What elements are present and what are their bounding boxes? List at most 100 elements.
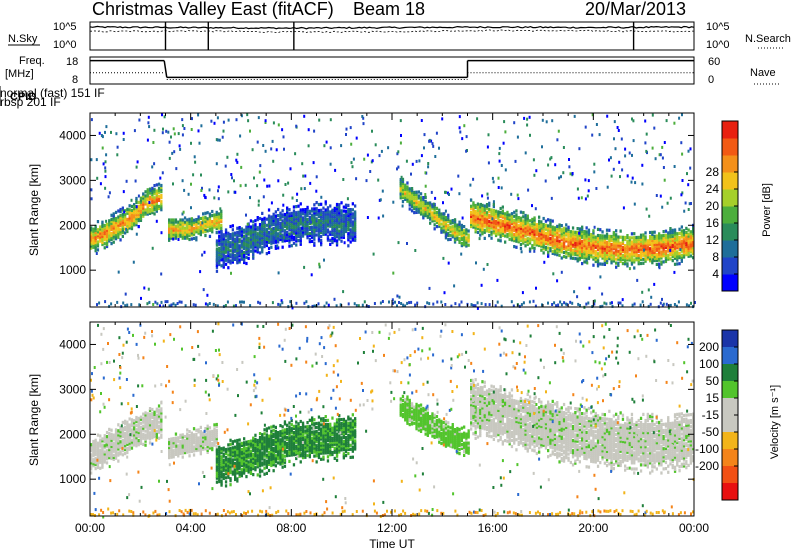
velocity-cell — [238, 450, 241, 454]
velocity-cell — [110, 442, 113, 446]
power-cell — [497, 176, 500, 180]
power-cell — [603, 248, 606, 252]
power-cell — [410, 203, 414, 207]
nave-right-tick-bottom: 0 — [708, 74, 714, 86]
velocity-cell — [110, 432, 113, 436]
power-cell — [618, 160, 621, 164]
power-cell — [518, 304, 521, 308]
power-cell — [610, 174, 613, 178]
power-cell — [344, 203, 348, 207]
power-cell — [274, 220, 277, 224]
power-cell — [160, 190, 163, 194]
power-cell — [231, 224, 234, 228]
power-cell — [347, 215, 350, 220]
colorbar-tick-label: 16 — [706, 216, 720, 230]
power-cell — [601, 256, 604, 260]
power-cell — [524, 232, 527, 236]
power-cell — [243, 230, 246, 234]
power-cell — [676, 244, 679, 248]
power-cell — [481, 205, 484, 209]
power-cell — [315, 229, 318, 233]
velocity-cell — [179, 441, 182, 445]
power-cell — [515, 215, 518, 219]
power-cell — [451, 231, 454, 235]
power-cell — [689, 250, 692, 254]
power-cell — [610, 255, 613, 259]
power-cell — [451, 227, 454, 231]
power-cell — [634, 181, 637, 185]
power-cell — [463, 231, 466, 235]
power-cell — [454, 302, 457, 306]
power-cell — [338, 235, 341, 239]
power-cell — [583, 236, 586, 240]
power-cell — [630, 248, 634, 252]
power-cell — [633, 246, 636, 250]
power-cell — [673, 252, 677, 256]
velocity-cell — [222, 462, 225, 466]
power-cell — [313, 203, 316, 207]
power-cell — [678, 237, 681, 241]
power-cell — [449, 233, 452, 237]
power-cell — [194, 160, 197, 164]
power-cell — [313, 231, 316, 235]
velocity-cell — [94, 438, 97, 442]
power-cell — [90, 228, 93, 232]
power-cell — [215, 239, 219, 243]
velocity-cell — [234, 451, 237, 455]
power-cell — [297, 216, 300, 220]
velocity-cell — [137, 420, 140, 424]
velocity-cell — [144, 411, 147, 415]
power-cell — [186, 224, 189, 228]
power-cell — [671, 259, 674, 263]
power-cell — [344, 211, 348, 215]
velocity-cell — [215, 422, 218, 427]
power-cell — [410, 300, 413, 304]
power-cell — [420, 154, 423, 158]
velocity-cell — [195, 440, 198, 444]
power-cell — [476, 210, 480, 214]
power-cell — [295, 215, 298, 219]
velocity-cell — [215, 470, 219, 474]
power-cell — [220, 252, 223, 256]
power-cell — [222, 259, 225, 263]
power-cell — [256, 236, 259, 240]
power-cell — [533, 216, 536, 220]
power-cell — [283, 221, 287, 225]
velocity-cell — [258, 450, 262, 454]
freq-label-line1: Freq. — [19, 55, 45, 67]
power-cell — [257, 199, 260, 203]
power-cell — [206, 303, 209, 307]
power-cell — [678, 239, 681, 244]
power-cell — [227, 239, 230, 243]
power-cell — [644, 243, 647, 247]
power-cell — [463, 243, 466, 247]
power-cell — [601, 234, 604, 238]
power-cell — [99, 227, 102, 231]
power-cell — [351, 222, 354, 226]
velocity-cell — [227, 467, 230, 471]
power-cell — [551, 237, 554, 241]
power-cell — [621, 253, 625, 258]
velocity-cell — [144, 435, 147, 439]
power-cell — [567, 252, 570, 256]
velocity-cell — [256, 453, 259, 457]
power-cell — [651, 247, 654, 251]
power-cell — [215, 243, 219, 247]
velocity-cell — [218, 478, 221, 482]
velocity-cell — [139, 429, 143, 433]
power-cell — [667, 306, 670, 310]
power-cell — [192, 228, 196, 232]
velocity-cell — [181, 455, 184, 459]
power-cell — [277, 123, 280, 127]
power-cell — [646, 239, 649, 243]
power-cell — [340, 225, 343, 229]
power-cell — [581, 225, 584, 229]
velocity-cell — [256, 473, 259, 477]
power-cell — [404, 195, 407, 199]
power-cell — [243, 254, 246, 258]
velocity-cell — [124, 448, 127, 452]
power-cell — [299, 238, 302, 242]
power-cell — [290, 232, 293, 236]
power-cell — [501, 221, 504, 225]
power-cell — [508, 229, 511, 233]
